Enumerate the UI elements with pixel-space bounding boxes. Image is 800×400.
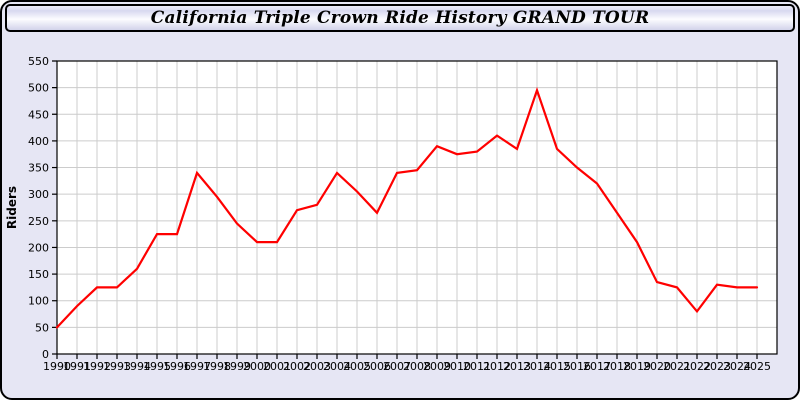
svg-text:1991: 1991 (63, 360, 91, 373)
svg-text:2005: 2005 (343, 360, 371, 373)
svg-text:2017: 2017 (583, 360, 611, 373)
svg-text:2001: 2001 (263, 360, 291, 373)
svg-text:2004: 2004 (323, 360, 351, 373)
svg-text:450: 450 (28, 108, 49, 121)
svg-text:500: 500 (28, 82, 49, 95)
svg-text:2025: 2025 (743, 360, 771, 373)
svg-text:Riders: Riders (5, 186, 19, 229)
svg-text:1990: 1990 (43, 360, 71, 373)
svg-text:50: 50 (35, 321, 49, 334)
svg-text:1994: 1994 (123, 360, 151, 373)
svg-text:1993: 1993 (103, 360, 131, 373)
svg-text:300: 300 (28, 188, 49, 201)
svg-text:150: 150 (28, 268, 49, 281)
svg-text:2009: 2009 (423, 360, 451, 373)
svg-text:550: 550 (28, 55, 49, 68)
svg-text:1992: 1992 (83, 360, 111, 373)
svg-text:2023: 2023 (703, 360, 731, 373)
svg-text:2015: 2015 (543, 360, 571, 373)
svg-text:2008: 2008 (403, 360, 431, 373)
svg-text:400: 400 (28, 135, 49, 148)
svg-text:1996: 1996 (163, 360, 191, 373)
svg-text:2020: 2020 (643, 360, 671, 373)
svg-text:2021: 2021 (663, 360, 691, 373)
svg-text:2013: 2013 (503, 360, 531, 373)
svg-text:2016: 2016 (563, 360, 591, 373)
title-bar: California Triple Crown Ride History GRA… (5, 4, 795, 32)
svg-text:200: 200 (28, 241, 49, 254)
svg-text:2010: 2010 (443, 360, 471, 373)
svg-text:1999: 1999 (223, 360, 251, 373)
svg-text:1998: 1998 (203, 360, 231, 373)
svg-text:1997: 1997 (183, 360, 211, 373)
svg-text:1995: 1995 (143, 360, 171, 373)
svg-text:2006: 2006 (363, 360, 391, 373)
svg-text:2000: 2000 (243, 360, 271, 373)
svg-text:100: 100 (28, 295, 49, 308)
svg-text:2007: 2007 (383, 360, 411, 373)
svg-text:2012: 2012 (483, 360, 511, 373)
svg-text:2011: 2011 (463, 360, 491, 373)
svg-text:2014: 2014 (523, 360, 551, 373)
svg-text:2003: 2003 (303, 360, 331, 373)
window-title: California Triple Crown Ride History GRA… (150, 8, 650, 28)
svg-text:2018: 2018 (603, 360, 631, 373)
svg-text:250: 250 (28, 215, 49, 228)
svg-text:2024: 2024 (723, 360, 751, 373)
svg-text:2022: 2022 (683, 360, 711, 373)
svg-text:0: 0 (42, 348, 49, 361)
svg-text:2002: 2002 (283, 360, 311, 373)
svg-text:2019: 2019 (623, 360, 651, 373)
svg-text:350: 350 (28, 162, 49, 175)
